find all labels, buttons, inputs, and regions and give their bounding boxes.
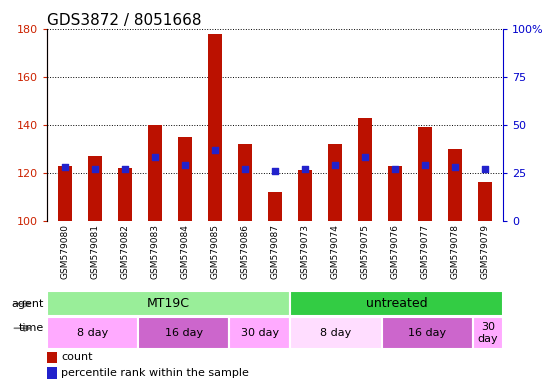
Point [421, 162, 430, 168]
Bar [473, 318, 503, 349]
Bar [138, 318, 229, 349]
Point [240, 166, 249, 172]
Text: GSM579078: GSM579078 [450, 224, 460, 279]
Bar [298, 170, 312, 221]
Text: 30
day: 30 day [478, 322, 498, 344]
Point [390, 166, 399, 172]
Point [120, 166, 129, 172]
Text: GSM579081: GSM579081 [90, 224, 100, 279]
Point [180, 162, 189, 168]
Text: time: time [19, 323, 44, 333]
Text: GSM579087: GSM579087 [271, 224, 279, 279]
Bar [328, 144, 342, 221]
Bar [478, 182, 492, 221]
Point [211, 147, 219, 153]
Point [151, 154, 160, 161]
Text: percentile rank within the sample: percentile rank within the sample [62, 368, 249, 378]
Text: 30 day: 30 day [241, 328, 279, 338]
Text: count: count [62, 353, 93, 362]
Bar [382, 318, 473, 349]
Text: GSM579076: GSM579076 [390, 224, 400, 279]
Text: GSM579074: GSM579074 [331, 224, 339, 279]
Point [331, 162, 339, 168]
Bar [208, 33, 222, 221]
Point [90, 166, 99, 172]
Bar [47, 318, 138, 349]
Text: 16 day: 16 day [164, 328, 203, 338]
Bar [290, 318, 382, 349]
Bar [118, 168, 131, 221]
Bar [148, 125, 162, 221]
Point [60, 164, 69, 170]
Bar [359, 118, 372, 221]
Bar [419, 127, 432, 221]
Text: GSM579083: GSM579083 [150, 224, 159, 279]
Text: agent: agent [12, 299, 44, 309]
Text: 8 day: 8 day [77, 328, 108, 338]
Text: GSM579077: GSM579077 [421, 224, 430, 279]
Text: GDS3872 / 8051668: GDS3872 / 8051668 [47, 13, 201, 28]
Bar [47, 352, 57, 363]
Text: 16 day: 16 day [408, 328, 446, 338]
Bar [238, 144, 252, 221]
Text: GSM579086: GSM579086 [240, 224, 250, 279]
Text: untreated: untreated [366, 297, 427, 310]
Point [271, 168, 279, 174]
Text: 8 day: 8 day [320, 328, 351, 338]
Bar [178, 137, 191, 221]
Bar [290, 291, 503, 316]
Bar [47, 291, 290, 316]
Bar [448, 149, 462, 221]
Text: MT19C: MT19C [147, 297, 190, 310]
Point [361, 154, 370, 161]
Bar [388, 166, 402, 221]
Bar [88, 156, 102, 221]
Text: GSM579075: GSM579075 [361, 224, 370, 279]
Point [301, 166, 310, 172]
Bar [58, 166, 72, 221]
Bar [47, 367, 57, 379]
Point [451, 164, 460, 170]
Text: GSM579085: GSM579085 [211, 224, 219, 279]
Bar [229, 318, 290, 349]
Text: GSM579073: GSM579073 [300, 224, 310, 279]
Point [481, 166, 490, 172]
Text: GSM579079: GSM579079 [481, 224, 490, 279]
Bar [268, 192, 282, 221]
Text: GSM579082: GSM579082 [120, 224, 129, 279]
Text: GSM579080: GSM579080 [60, 224, 69, 279]
Text: GSM579084: GSM579084 [180, 224, 189, 279]
